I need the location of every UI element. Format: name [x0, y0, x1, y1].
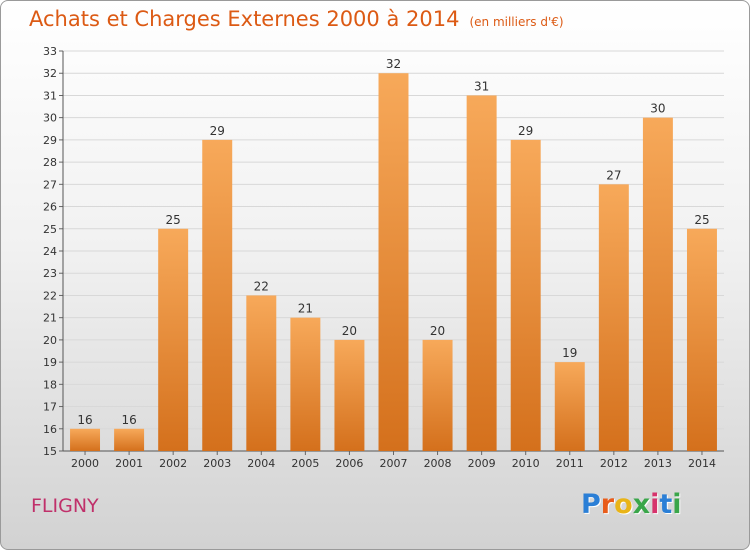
bar-2010 — [510, 139, 541, 451]
bar-2006 — [334, 339, 365, 451]
y-tick-label: 32 — [43, 67, 57, 80]
y-tick-label: 17 — [43, 401, 57, 414]
y-tick-label: 23 — [43, 267, 57, 280]
bar-2002 — [158, 228, 189, 451]
chart-title: Achats et Charges Externes 2000 à 2014 (e… — [29, 7, 564, 31]
y-tick-label: 26 — [43, 201, 57, 214]
x-tick-label-2006: 2006 — [335, 457, 363, 470]
y-tick-label: 25 — [43, 223, 57, 236]
x-tick-label-2011: 2011 — [556, 457, 584, 470]
value-label-2012: 27 — [606, 168, 621, 182]
value-label-2000: 16 — [77, 413, 92, 427]
bar-2000 — [70, 428, 101, 451]
x-tick-label-2008: 2008 — [424, 457, 452, 470]
labels: 15 16 17 18 19 20 21 22 23 24 25 26 27 28 29 30 31 32 33 16… — [43, 45, 716, 470]
x-tick-label-2002: 2002 — [159, 457, 187, 470]
value-label-2003: 29 — [210, 124, 225, 138]
chart-title-text: Achats et Charges Externes 2000 à 2014 — [29, 7, 460, 31]
y-tick-label: 24 — [43, 245, 57, 258]
logo-letter: i — [650, 489, 660, 520]
x-tick-label-2013: 2013 — [644, 457, 672, 470]
x-tick-label-2001: 2001 — [115, 457, 143, 470]
y-tick-label: 28 — [43, 156, 57, 169]
y-tick-label: 18 — [43, 378, 57, 391]
y-tick-label: 16 — [43, 423, 57, 436]
proxiti-logo: Proxiti — [581, 489, 682, 520]
bar-2005 — [290, 317, 321, 451]
value-label-2002: 25 — [166, 213, 181, 227]
logo-letter: x — [632, 489, 651, 520]
value-label-2008: 20 — [430, 324, 445, 338]
y-tick-label: 22 — [43, 289, 57, 302]
bar-2003 — [202, 139, 233, 451]
y-tick-label: 21 — [43, 312, 57, 325]
x-tick-label-2004: 2004 — [247, 457, 275, 470]
bar-2012 — [598, 184, 629, 452]
value-label-2014: 25 — [694, 213, 709, 227]
y-tick-label: 27 — [43, 178, 57, 191]
value-label-2001: 16 — [121, 413, 136, 427]
logo-letter: i — [672, 489, 682, 520]
bar-2009 — [466, 95, 497, 451]
bar-2004 — [246, 295, 277, 451]
logo-letter: t — [659, 489, 673, 520]
value-label-2007: 32 — [386, 57, 401, 71]
x-tick-label-2007: 2007 — [380, 457, 408, 470]
value-label-2011: 19 — [562, 346, 577, 360]
logo-letter: P — [581, 489, 601, 520]
value-label-2013: 30 — [650, 102, 665, 116]
y-tick-label: 29 — [43, 134, 57, 147]
x-tick-label-2000: 2000 — [71, 457, 99, 470]
x-tick-label-2005: 2005 — [291, 457, 319, 470]
y-tick-label: 15 — [43, 445, 57, 458]
bar-2014 — [686, 228, 717, 451]
x-tick-label-2003: 2003 — [203, 457, 231, 470]
y-tick-label: 31 — [43, 89, 57, 102]
x-tick-label-2010: 2010 — [512, 457, 540, 470]
y-tick-label: 33 — [43, 45, 57, 58]
y-tick-label: 19 — [43, 356, 57, 369]
y-tick-label: 20 — [43, 334, 57, 347]
value-label-2005: 21 — [298, 302, 313, 316]
logo-letter: r — [600, 489, 615, 520]
value-label-2006: 20 — [342, 324, 357, 338]
town-name: FLIGNY — [31, 495, 99, 517]
bars — [70, 73, 717, 452]
bar-2007 — [378, 73, 409, 451]
bar-2001 — [114, 428, 145, 451]
logo-letter: o — [614, 489, 633, 520]
x-tick-label-2012: 2012 — [600, 457, 628, 470]
value-label-2010: 29 — [518, 124, 533, 138]
chart-unit: (en milliers d'€) — [469, 15, 564, 29]
bar-2011 — [554, 362, 585, 451]
value-label-2004: 22 — [254, 279, 269, 293]
bar-2013 — [642, 117, 673, 452]
x-tick-label-2014: 2014 — [688, 457, 716, 470]
x-tick-label-2009: 2009 — [468, 457, 496, 470]
y-tick-label: 30 — [43, 112, 57, 125]
value-label-2009: 31 — [474, 79, 489, 93]
bar-2008 — [422, 339, 453, 451]
